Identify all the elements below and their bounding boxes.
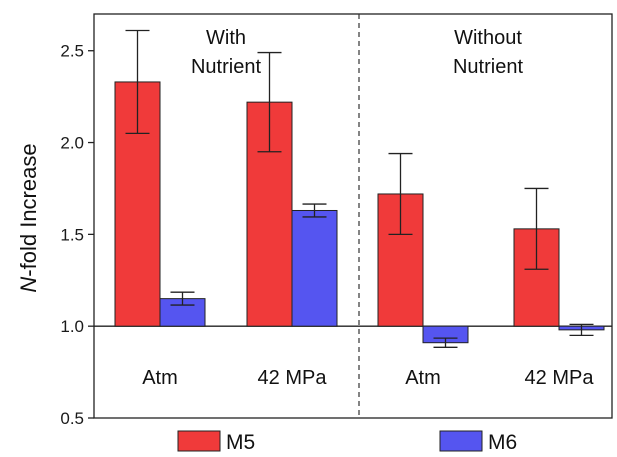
legend-swatch-m5 bbox=[177, 430, 221, 452]
panel-label: Nutrient bbox=[453, 56, 523, 78]
y-tick-label: 2.5 bbox=[60, 42, 84, 61]
y-axis-title: N-fold Increase bbox=[16, 143, 41, 292]
category-label: 42 MPa bbox=[525, 367, 595, 389]
category-label: Atm bbox=[405, 367, 441, 389]
panel-label: With bbox=[206, 27, 246, 49]
plot-frame bbox=[93, 13, 613, 419]
legend-label-m5: M5 bbox=[226, 431, 255, 454]
plot-area bbox=[88, 13, 613, 419]
panel-label: Nutrient bbox=[191, 56, 261, 78]
legend-swatch-m6 bbox=[439, 430, 483, 452]
y-axis-title-italic: N bbox=[16, 277, 41, 293]
bar-m6-1 bbox=[291, 209, 338, 327]
y-axis-title-rest: -fold Increase bbox=[16, 143, 41, 276]
category-label: 42 MPa bbox=[258, 367, 328, 389]
y-tick-label: 1.5 bbox=[60, 225, 84, 244]
category-label: Atm bbox=[142, 367, 178, 389]
bars bbox=[114, 29, 605, 348]
legend: M5 M6 bbox=[177, 430, 517, 454]
labels: 0.5 1.0 1.5 2.0 2.5 Atm 42 MPa Atm 42 MPa With Nut… bbox=[60, 27, 594, 428]
y-tick-label: 0.5 bbox=[60, 409, 84, 428]
panel-label: Without bbox=[454, 27, 522, 49]
y-tick-label: 1.0 bbox=[60, 317, 84, 336]
y-tick-label: 2.0 bbox=[60, 134, 84, 153]
legend-label-m6: M6 bbox=[488, 431, 517, 454]
